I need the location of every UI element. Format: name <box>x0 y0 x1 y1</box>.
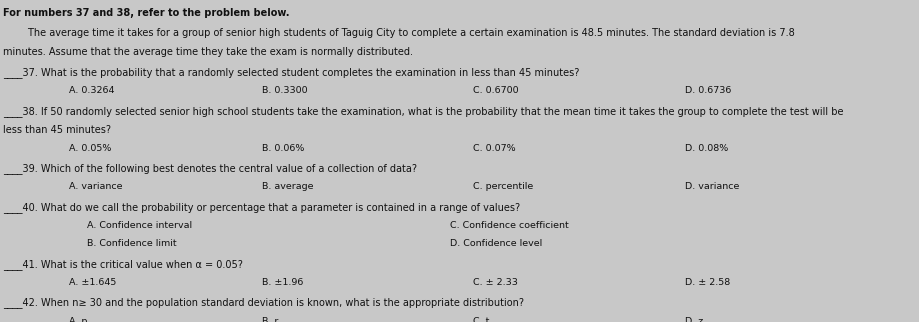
Text: B. ±1.96: B. ±1.96 <box>262 278 303 287</box>
Text: A. Confidence interval: A. Confidence interval <box>87 221 192 230</box>
Text: A. variance: A. variance <box>69 182 122 191</box>
Text: D. z: D. z <box>685 317 703 322</box>
Text: C. ± 2.33: C. ± 2.33 <box>473 278 518 287</box>
Text: C. t: C. t <box>473 317 490 322</box>
Text: B. 0.06%: B. 0.06% <box>262 144 304 153</box>
Text: B. Confidence limit: B. Confidence limit <box>87 239 177 248</box>
Text: ____38. If 50 randomly selected senior high school students take the examination: ____38. If 50 randomly selected senior h… <box>3 106 844 117</box>
Text: B. average: B. average <box>262 182 313 191</box>
Text: A. ±1.645: A. ±1.645 <box>69 278 117 287</box>
Text: C. percentile: C. percentile <box>473 182 534 191</box>
Text: D. Confidence level: D. Confidence level <box>450 239 542 248</box>
Text: B. 0.3300: B. 0.3300 <box>262 86 308 95</box>
Text: D. 0.6736: D. 0.6736 <box>685 86 731 95</box>
Text: ____42. When n≥ 30 and the population standard deviation is known, what is the a: ____42. When n≥ 30 and the population st… <box>3 298 524 308</box>
Text: C. 0.07%: C. 0.07% <box>473 144 516 153</box>
Text: The average time it takes for a group of senior high students of Taguig City to : The average time it takes for a group of… <box>3 28 795 38</box>
Text: minutes. Assume that the average time they take the exam is normally distributed: minutes. Assume that the average time th… <box>3 47 413 57</box>
Text: ____39. Which of the following best denotes the central value of a collection of: ____39. Which of the following best deno… <box>3 163 416 174</box>
Text: A. 0.05%: A. 0.05% <box>69 144 111 153</box>
Text: A. 0.3264: A. 0.3264 <box>69 86 115 95</box>
Text: D. ± 2.58: D. ± 2.58 <box>685 278 730 287</box>
Text: For numbers 37 and 38, refer to the problem below.: For numbers 37 and 38, refer to the prob… <box>3 8 289 18</box>
Text: D. variance: D. variance <box>685 182 739 191</box>
Text: ____41. What is the critical value when α = 0.05?: ____41. What is the critical value when … <box>3 259 243 270</box>
Text: B. r: B. r <box>262 317 278 322</box>
Text: ____37. What is the probability that a randomly selected student completes the e: ____37. What is the probability that a r… <box>3 67 579 78</box>
Text: D. 0.08%: D. 0.08% <box>685 144 728 153</box>
Text: A. p: A. p <box>69 317 87 322</box>
Text: C. 0.6700: C. 0.6700 <box>473 86 519 95</box>
Text: C. Confidence coefficient: C. Confidence coefficient <box>450 221 569 230</box>
Text: ____40. What do we call the probability or percentage that a parameter is contai: ____40. What do we call the probability … <box>3 202 520 213</box>
Text: less than 45 minutes?: less than 45 minutes? <box>3 125 111 135</box>
